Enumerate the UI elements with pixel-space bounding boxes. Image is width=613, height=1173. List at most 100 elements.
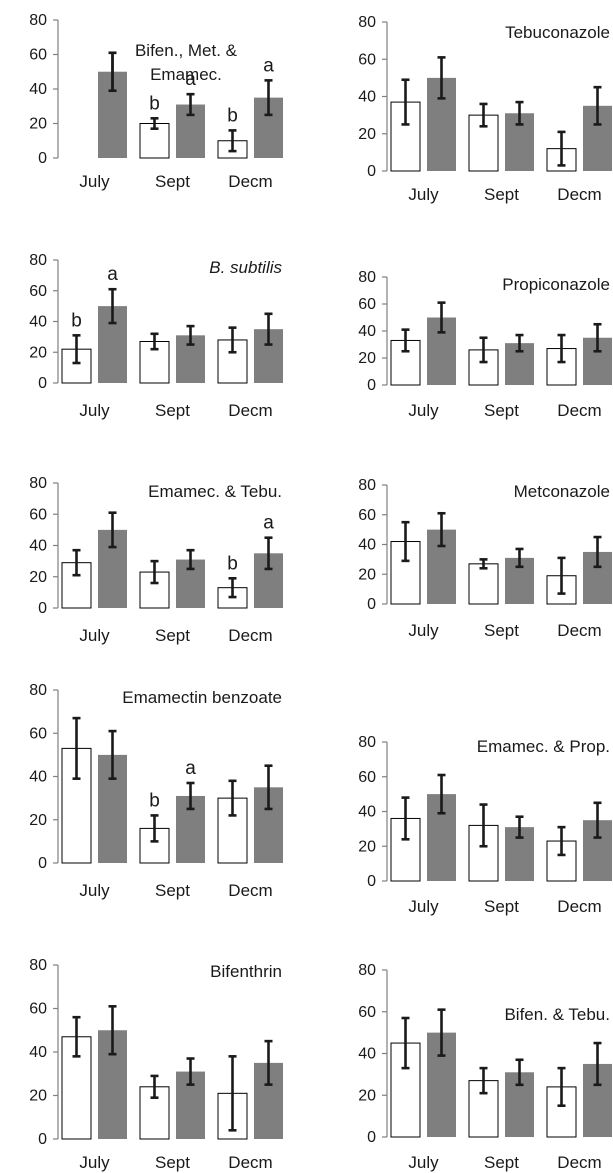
y-tick-label: 20: [29, 344, 47, 361]
category-label: Decm: [228, 401, 272, 420]
y-tick-label: 60: [29, 725, 47, 742]
bar: [468, 563, 499, 605]
category-label: Decm: [228, 626, 272, 645]
y-tick-label: 80: [358, 734, 376, 751]
significance-letter: a: [185, 69, 196, 90]
panel-10: 0 20 40 60 80 July Sept Decm Bifen. & Tebu.: [358, 962, 612, 1172]
y-tick-label: 60: [29, 283, 47, 300]
category-label: Decm: [557, 185, 601, 204]
category-label: Sept: [155, 1153, 190, 1172]
y-tick-label: 0: [38, 855, 47, 872]
panel-2: 0 20 40 60 80 July Sept Decm Tebuconazole: [358, 14, 612, 204]
panel-4: 0 20 40 60 80 July Sept Decm Propiconazole: [358, 269, 612, 420]
category-label: Sept: [484, 401, 519, 420]
y-tick-label: 60: [358, 507, 376, 524]
category-label: Decm: [557, 621, 601, 640]
panel-title-line2: Emamec.: [150, 65, 222, 84]
y-tick-label: 80: [29, 475, 47, 492]
category-label: July: [408, 401, 439, 420]
y-tick-label: 20: [29, 1088, 47, 1105]
y-tick-label: 80: [29, 957, 47, 974]
bar: [139, 827, 170, 864]
panel-title: Metconazole: [514, 482, 610, 501]
category-label: July: [408, 621, 439, 640]
y-tick-label: 20: [358, 1087, 376, 1104]
significance-letter: b: [149, 93, 160, 114]
y-tick-label: 60: [29, 47, 47, 64]
category-label: Decm: [557, 401, 601, 420]
category-label: Sept: [155, 172, 190, 191]
category-label: Decm: [228, 172, 272, 191]
y-tick-label: 40: [29, 538, 47, 555]
significance-letter: b: [227, 553, 238, 574]
y-tick-label: 60: [358, 769, 376, 786]
y-tick-label: 20: [358, 566, 376, 583]
y-tick-label: 80: [358, 269, 376, 286]
panel-7: 0 20 40 60 80 b a July Sept Decm Emamectin benzoat…: [29, 682, 283, 900]
y-tick-label: 0: [367, 377, 376, 394]
category-label: Decm: [557, 1153, 601, 1172]
category-label: July: [79, 881, 110, 900]
panel-title: Tebuconazole: [505, 23, 610, 42]
category-label: July: [79, 172, 110, 191]
significance-letter: b: [227, 105, 238, 126]
category-label: July: [79, 1153, 110, 1172]
y-tick-label: 60: [29, 1001, 47, 1018]
y-tick-label: 60: [358, 51, 376, 68]
y-tick-label: 40: [358, 89, 376, 106]
y-tick-label: 20: [29, 569, 47, 586]
y-tick-label: 0: [367, 1129, 376, 1146]
category-label: July: [79, 626, 110, 645]
category-label: Decm: [557, 897, 601, 916]
panel-title: Emamectin benzoate: [122, 688, 282, 707]
category-label: Sept: [484, 185, 519, 204]
panel-1: 0 20 40 60 80 b a b a July Sept Decm Bifen., Met. & E…: [29, 12, 283, 191]
y-tick-label: 80: [29, 12, 47, 29]
significance-letter: b: [149, 790, 160, 811]
y-tick-label: 80: [358, 14, 376, 31]
y-tick-label: 80: [358, 962, 376, 979]
y-tick-label: 40: [358, 804, 376, 821]
y-tick-label: 60: [358, 1004, 376, 1021]
panel-title: Bifen., Met. &: [135, 41, 238, 60]
y-tick-label: 0: [38, 600, 47, 617]
y-tick-label: 80: [29, 682, 47, 699]
panel-title: B. subtilis: [209, 258, 282, 277]
panel-5: 0 20 40 60 80 b a July Sept Decm Emamec. & Tebu.: [29, 475, 283, 645]
significance-letter: a: [185, 758, 196, 779]
y-tick-label: 80: [358, 477, 376, 494]
y-tick-label: 40: [29, 81, 47, 98]
y-tick-label: 60: [29, 506, 47, 523]
panel-9: 0 20 40 60 80 July Sept Decm Bifenthrin: [29, 957, 283, 1172]
category-label: Sept: [484, 897, 519, 916]
y-tick-label: 40: [358, 323, 376, 340]
panel-title: Bifen. & Tebu.: [504, 1005, 610, 1024]
y-tick-label: 20: [358, 126, 376, 143]
category-label: July: [408, 185, 439, 204]
panel-3: 0 20 40 60 80 b a July Sept Decm B. subtilis: [29, 252, 283, 420]
y-tick-label: 80: [29, 252, 47, 269]
significance-letter: b: [71, 310, 82, 331]
significance-letter: a: [263, 513, 274, 534]
category-label: July: [408, 1153, 439, 1172]
y-tick-label: 20: [29, 116, 47, 133]
y-tick-label: 20: [358, 838, 376, 855]
category-label: Sept: [155, 626, 190, 645]
y-tick-label: 20: [29, 812, 47, 829]
category-label: Decm: [228, 1153, 272, 1172]
panel-title: Bifenthrin: [210, 962, 282, 981]
category-label: July: [79, 401, 110, 420]
y-tick-label: 0: [367, 163, 376, 180]
panel-title: Propiconazole: [502, 275, 610, 294]
panel-title: Emamec. & Tebu.: [148, 482, 282, 501]
panel-8: 0 20 40 60 80 July Sept Decm Emamec. & Prop.: [358, 734, 612, 916]
significance-letter: a: [263, 55, 274, 76]
y-tick-label: 0: [367, 596, 376, 613]
category-label: July: [408, 897, 439, 916]
y-tick-label: 0: [38, 375, 47, 392]
category-label: Sept: [155, 401, 190, 420]
y-tick-label: 0: [367, 873, 376, 890]
panel-title: Emamec. & Prop.: [477, 737, 610, 756]
y-tick-label: 40: [358, 537, 376, 554]
